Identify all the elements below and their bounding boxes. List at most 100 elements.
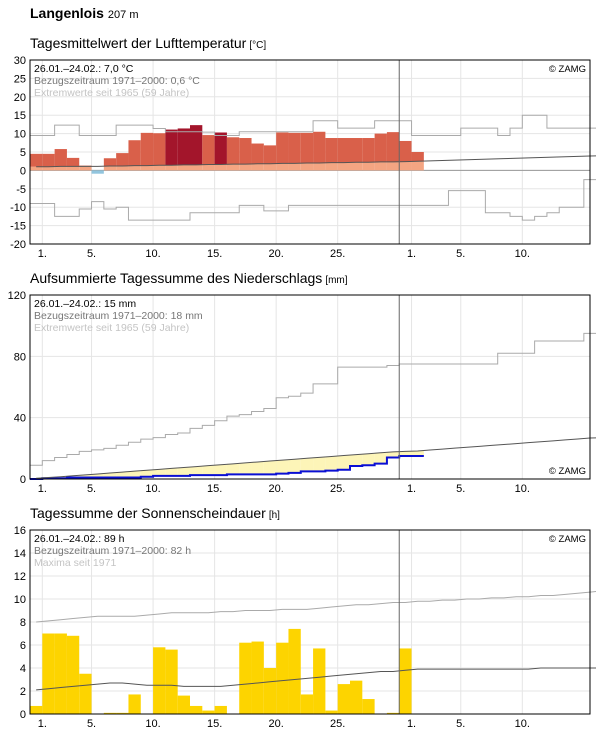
x-tick-label: 25. [330, 483, 345, 495]
y-tick-label: -10 [10, 202, 26, 214]
precip-deficit-bar [226, 463, 240, 475]
precip-deficit-bar [337, 455, 350, 470]
precip-deficit-bar [153, 469, 166, 476]
sunshine-bar [153, 647, 166, 714]
precip-deficit-bar [79, 474, 92, 478]
plot-frame [29, 59, 591, 245]
copyright-text: © ZAMG [549, 64, 586, 75]
record-max-line [30, 332, 596, 466]
sunshine-bar [190, 705, 203, 714]
precip-deficit-bar [325, 456, 338, 471]
temp-anomaly-bar [399, 140, 412, 162]
temp-anomaly-bar [263, 145, 277, 164]
temp-normal-bar [140, 165, 154, 171]
sunshine-bar [386, 712, 400, 714]
info-line-2: Bezugszeitraum 1971–2000: 0,6 °C [34, 75, 200, 87]
temp-normal-bar [337, 162, 350, 171]
sunshine-bar [54, 633, 67, 714]
temp-anomaly-bar [202, 135, 215, 165]
y-tick-label: 0 [20, 165, 26, 177]
precip-deficit-bar [103, 473, 117, 478]
temp-anomaly-bar [288, 132, 301, 164]
temp-anomaly-bar [313, 131, 326, 164]
temp-normal-bar [325, 162, 338, 171]
sunshine-bar [313, 648, 326, 714]
temp-anomaly-bar [128, 140, 141, 166]
x-tick-label: 15. [207, 718, 222, 730]
temp-normal-bar [214, 164, 227, 171]
copyright-text: © ZAMG [549, 534, 586, 545]
temp-anomaly-bar [214, 132, 227, 165]
y-tick-label: 20 [14, 92, 26, 104]
y-tick-label: 16 [14, 525, 26, 537]
temp-anomaly-bar [165, 129, 178, 166]
x-tick-label: 25. [330, 718, 345, 730]
precip-deficit-bar [116, 472, 129, 478]
y-tick-label: 0 [20, 709, 26, 721]
sunshine-bar [399, 648, 412, 714]
x-tick-label: 5. [87, 248, 96, 260]
x-tick-label: 10. [515, 248, 530, 260]
temp-anomaly-bar [116, 153, 129, 166]
y-tick-label: 8 [20, 617, 26, 629]
plot-frame [29, 529, 591, 715]
temp-normal-bar [288, 163, 301, 171]
x-tick-label: 5. [87, 483, 96, 495]
sunshine-bar [276, 642, 289, 714]
info-line-3: Extremwerte seit 1965 (59 Jahre) [34, 322, 189, 334]
sunshine-bar [337, 684, 350, 714]
precipitation-unit: [mm] [325, 275, 348, 286]
sunshine-bar [30, 705, 43, 714]
y-tick-label: 12 [14, 571, 26, 583]
temp-normal-bar [165, 165, 178, 171]
temp-anomaly-bar [251, 143, 264, 164]
record-max-line [30, 114, 596, 136]
y-tick-label: 25 [14, 73, 26, 85]
sunshine-bar [251, 641, 264, 714]
x-tick-label: 20. [269, 248, 284, 260]
sunshine-bar [79, 673, 92, 714]
precipitation-title-text: Aufsummierte Tagessumme des Niederschlag… [30, 270, 323, 286]
precip-deficit-bar [288, 459, 301, 473]
sunshine-bar [214, 705, 227, 714]
normal-line [36, 667, 596, 691]
temp-normal-bar [374, 161, 387, 171]
precip-deficit-bar [399, 451, 412, 456]
temp-normal-bar [350, 162, 363, 171]
temp-normal-bar [42, 166, 55, 171]
sunshine-bar [116, 712, 129, 714]
y-tick-label: 0 [20, 474, 26, 486]
sunshine-panel-title: Tagessumme der Sonnenscheindauer [h] [30, 505, 280, 521]
x-tick-label: 1. [38, 718, 47, 730]
temperature-title-text: Tagesmittelwert der Lufttemperatur [30, 35, 247, 51]
temp-normal-bar [30, 166, 43, 171]
precip-deficit-bar [276, 460, 289, 474]
temp-negative-bar [91, 170, 104, 174]
info-line-1: 26.01.–24.02.: 15 mm [34, 298, 136, 310]
x-tick-label: 1. [407, 248, 416, 260]
temp-anomaly-bar [239, 138, 252, 165]
record-min-line [30, 179, 596, 221]
plot-frame [29, 294, 591, 480]
normal-line [36, 155, 596, 168]
temp-normal-bar [103, 165, 117, 171]
y-tick-label: 15 [14, 110, 26, 122]
temp-normal-bar [313, 163, 326, 171]
temp-anomaly-bar [177, 128, 190, 165]
station-altitude: 207 m [107, 9, 139, 21]
x-tick-label: 1. [407, 483, 416, 495]
temp-anomaly-bar [103, 158, 117, 166]
temp-normal-bar [128, 165, 141, 171]
sunshine-bar [300, 694, 314, 714]
temperature-panel-title: Tagesmittelwert der Lufttemperatur [°C] [30, 35, 266, 51]
y-tick-label: 2 [20, 686, 26, 698]
temp-normal-bar [153, 165, 166, 171]
sunshine-bar [42, 633, 55, 714]
temp-anomaly-bar [325, 138, 338, 163]
y-tick-label: 120 [8, 290, 26, 302]
x-tick-label: 10. [145, 483, 160, 495]
sunshine-bar [202, 710, 215, 714]
precipitation-chart: 120 80 40 0 1. 5. 10. 15. 20. 25. 1. 5. 10. 26.01.–24… [8, 290, 596, 495]
sunshine-chart: 16 14 12 10 8 6 4 2 0 1. 5. 10. 15. 20. 25. 1. 5. 10. 26.0… [14, 525, 596, 730]
temp-anomaly-bar [66, 157, 80, 167]
